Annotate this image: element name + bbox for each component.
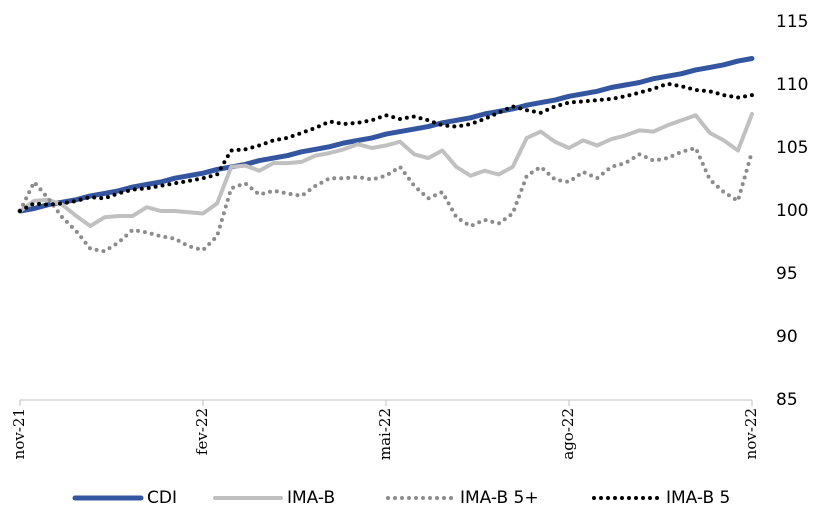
x-tick-label: fev-22 — [193, 408, 211, 455]
x-tick-label: mai-22 — [376, 408, 394, 460]
y-tick-label: 115 — [776, 12, 808, 32]
x-tick-label: nov-22 — [742, 408, 760, 459]
legend-label: CDI — [147, 488, 177, 508]
y-tick-label: 110 — [776, 75, 808, 95]
x-tick-label: nov-21 — [10, 408, 28, 459]
legend-label: IMA-B 5 — [666, 488, 730, 508]
y-tick-label: 95 — [776, 264, 798, 284]
y-tick-label: 85 — [776, 390, 798, 410]
series-line — [18, 112, 754, 229]
y-tick-label: 105 — [776, 138, 808, 158]
y-tick-label: 90 — [776, 327, 798, 347]
y-tick-label: 100 — [776, 201, 808, 221]
series-line — [18, 81, 754, 213]
series-line — [17, 56, 755, 214]
legend-label: IMA-B 5+ — [460, 488, 539, 508]
x-tick-label: ago-22 — [559, 408, 577, 460]
legend-label: IMA-B — [287, 488, 335, 508]
series-line — [18, 146, 754, 254]
